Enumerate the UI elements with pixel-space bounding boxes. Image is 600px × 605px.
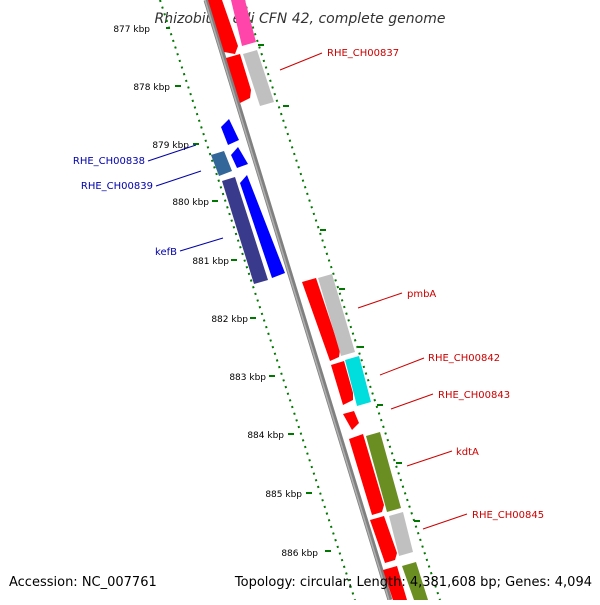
cog-bar	[222, 177, 268, 284]
gene-arrow[interactable]	[208, 0, 238, 54]
kbp-label: 877 kbp	[113, 25, 150, 35]
forward-gene-labels: RHE_CH00837 pmbA RHE_CH00842 RHE_CH00843…	[327, 48, 544, 521]
genome-title: Rhizobium etli CFN 42, complete genome	[155, 11, 446, 27]
kbp-label: 885 kbp	[265, 490, 302, 500]
cog-bar	[402, 562, 428, 600]
callout-line	[406, 450, 453, 467]
gene-arrow-pmbA[interactable]	[302, 278, 340, 361]
callout-line	[147, 144, 197, 162]
kbp-label: 879 kbp	[152, 141, 189, 151]
callout-line	[390, 393, 434, 410]
gene-arrow-RHE_CH00845[interactable]	[370, 516, 397, 563]
kbp-label: 884 kbp	[247, 431, 284, 441]
kbp-ruler-left	[159, 0, 356, 601]
kbp-label: 878 kbp	[133, 83, 170, 93]
genome-backbone	[203, 0, 393, 601]
kbp-label: 881 kbp	[192, 257, 229, 267]
callout-line	[379, 357, 425, 376]
gene-label-RHE_CH00843[interactable]: RHE_CH00843	[438, 390, 510, 401]
gene-arrow[interactable]	[383, 566, 407, 600]
genome-backbone-highlight	[204, 0, 390, 601]
kbp-label: 880 kbp	[172, 198, 209, 208]
reverse-gene-labels: RHE_CH00838 RHE_CH00839 kefB	[73, 156, 177, 258]
gene-arrow-RHE_CH00843[interactable]	[343, 411, 359, 430]
cog-bar	[366, 432, 401, 512]
callout-line	[179, 237, 224, 252]
callout-line	[357, 292, 403, 309]
cog-bar	[243, 50, 274, 106]
gene-arrow-RHE_CH00839[interactable]	[211, 151, 232, 176]
kbp-label: 886 kbp	[281, 549, 318, 559]
callout-line	[422, 513, 468, 530]
gene-label-kefB[interactable]: kefB	[155, 247, 177, 258]
gene-arrow-RHE_CH00838[interactable]	[221, 119, 239, 145]
callout-line	[279, 52, 323, 71]
genome-summary-text: Topology: circular; Length: 4,381,608 bp…	[234, 575, 592, 590]
forward-genes	[208, 0, 407, 600]
gene-label-RHE_CH00839[interactable]: RHE_CH00839	[81, 181, 153, 192]
gene-label-RHE_CH00842[interactable]: RHE_CH00842	[428, 353, 500, 364]
reverse-genes	[211, 119, 285, 284]
gene-label-RHE_CH00838[interactable]: RHE_CH00838	[73, 156, 145, 167]
kbp-labels: 877 kbp 878 kbp 879 kbp 880 kbp 881 kbp …	[113, 25, 318, 559]
cog-bar	[231, 0, 256, 46]
gene-arrow-RHE_CH00837[interactable]	[226, 54, 251, 103]
gene-label-RHE_CH00837[interactable]: RHE_CH00837	[327, 48, 399, 59]
gene-arrow-RHE_CH00842[interactable]	[331, 361, 353, 405]
callout-line	[155, 170, 202, 187]
kbp-ruler-right	[243, 0, 441, 601]
accession-text: Accession: NC_007761	[9, 575, 157, 590]
cog-bar	[345, 356, 371, 406]
gene-label-kdtA[interactable]: kdtA	[456, 447, 479, 458]
forward-cog-bars	[231, 0, 428, 600]
gene-arrow[interactable]	[231, 147, 248, 168]
ruler-left-line	[159, 0, 356, 601]
cog-bar	[318, 274, 355, 356]
kbp-label: 882 kbp	[211, 315, 248, 325]
gene-label-RHE_CH00845[interactable]: RHE_CH00845	[472, 510, 544, 521]
gene-arrow-kefB[interactable]	[240, 175, 285, 278]
gene-label-pmbA[interactable]: pmbA	[407, 289, 436, 300]
reverse-callouts	[147, 144, 224, 252]
ruler-right-line	[243, 0, 441, 601]
cog-bar	[389, 512, 413, 556]
forward-callouts	[279, 52, 468, 530]
gene-arrow-kdtA[interactable]	[349, 434, 384, 515]
kbp-label: 883 kbp	[229, 373, 266, 383]
